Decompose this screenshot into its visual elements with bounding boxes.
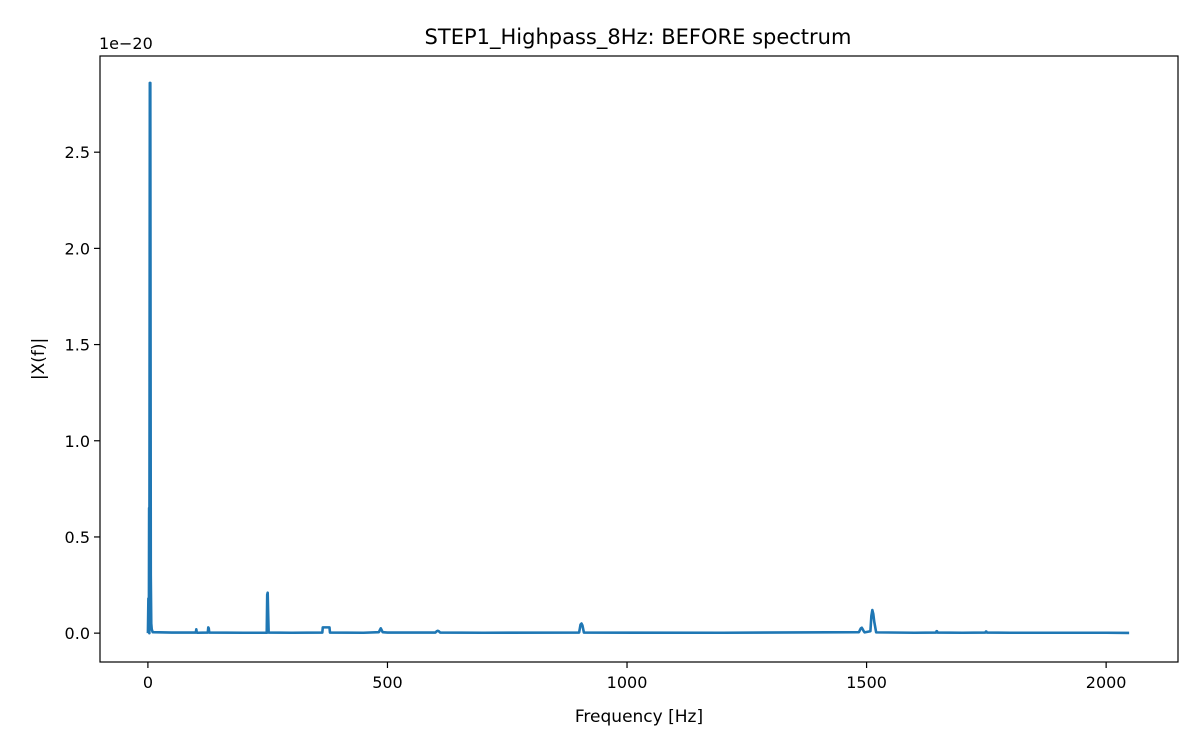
chart-title: STEP1_Highpass_8Hz: BEFORE spectrum: [425, 25, 852, 50]
y-tick-label: 1.5: [65, 336, 90, 355]
series-layer: [146, 81, 1130, 635]
spectrum-line: [146, 81, 1130, 635]
x-tick-label: 1000: [607, 673, 648, 692]
y-axis-label: |X(f)|: [29, 338, 49, 380]
y-offset-label: 1e−20: [99, 34, 153, 53]
x-tick-label: 1500: [846, 673, 887, 692]
x-axis-label: Frequency [Hz]: [575, 707, 703, 727]
x-tick-label: 500: [372, 673, 403, 692]
y-axis: 0.0 0.5 1.0 1.5 2.0 2.5: [65, 143, 100, 643]
y-tick-label: 2.0: [65, 239, 90, 258]
x-tick-label: 0: [143, 673, 153, 692]
x-tick-label: 2000: [1086, 673, 1127, 692]
y-tick-label: 0.0: [65, 624, 90, 643]
y-tick-label: 2.5: [65, 143, 90, 162]
plot-frame: [99, 55, 1179, 663]
y-tick-label: 1.0: [65, 432, 90, 451]
x-axis: 0 500 1000 1500 2000: [143, 662, 1127, 692]
y-tick-label: 0.5: [65, 528, 90, 547]
